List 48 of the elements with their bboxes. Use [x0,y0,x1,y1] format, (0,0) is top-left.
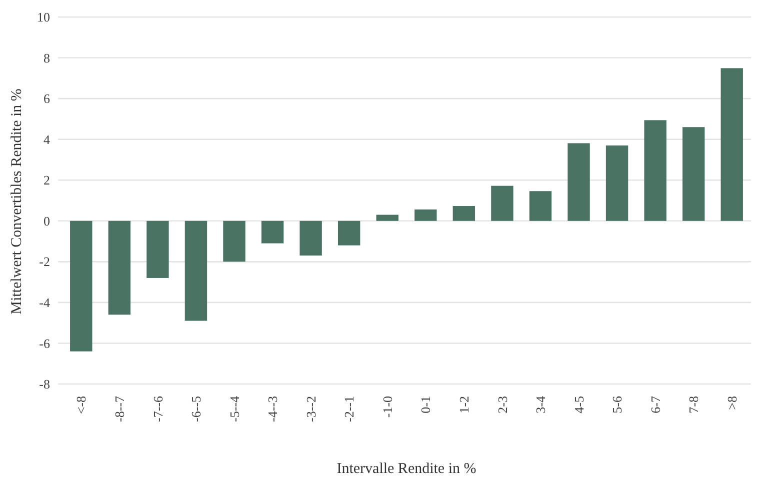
bar [223,220,246,262]
bar [414,209,437,221]
y-tick-label: 4 [44,132,50,147]
x-tick-label: 1-2 [456,396,472,414]
x-tick-label: -8--7 [112,396,127,422]
x-tick-label: -7--6 [150,396,166,422]
bar [720,68,743,221]
y-tick-label: 6 [44,91,50,106]
y-tick-label: -2 [39,254,50,270]
x-tick-label: <-8 [74,396,89,414]
y-tick-label: -6 [39,336,50,351]
x-tick-label: 3-4 [533,396,548,414]
bar [568,143,590,221]
y-tick-label: 2 [44,172,50,188]
x-tick-label: 4-5 [571,396,586,414]
y-tick-label: 0 [44,213,50,228]
bar [529,191,552,221]
bar [146,220,169,278]
x-tick-label: -3--2 [303,396,318,422]
x-tick-label: 5-6 [610,396,625,414]
x-tick-label: 2-3 [494,396,510,414]
y-axis-title: Mittelwert Convertibles Rendite in % [9,88,25,314]
x-tick-label: -5--4 [226,396,242,422]
x-tick-label: -6--5 [188,396,204,422]
bar [452,206,476,221]
bar [184,220,208,321]
y-tick-label: 10 [37,10,50,25]
x-tick-label: >8 [724,396,740,410]
x-tick-label: -1-0 [380,396,395,418]
bar [338,220,360,246]
y-tick-label: -8 [39,376,50,392]
bar [644,120,666,221]
bar [70,220,92,352]
y-tick-label: -4 [39,294,50,310]
x-tick-label: 7-8 [686,396,702,414]
bar [376,214,398,221]
bar [682,127,705,221]
x-tick-label: 0-1 [418,396,434,414]
bar [491,186,514,221]
bar [300,220,322,256]
x-tick-label: -4--3 [265,396,280,422]
bar [108,220,131,315]
x-tick-label: 6-7 [648,396,663,414]
x-tick-label: -2--1 [342,396,357,422]
bar [606,145,628,221]
bar [261,220,284,244]
x-axis-title: Intervalle Rendite in % [336,461,476,477]
y-tick-label: 8 [44,50,50,66]
